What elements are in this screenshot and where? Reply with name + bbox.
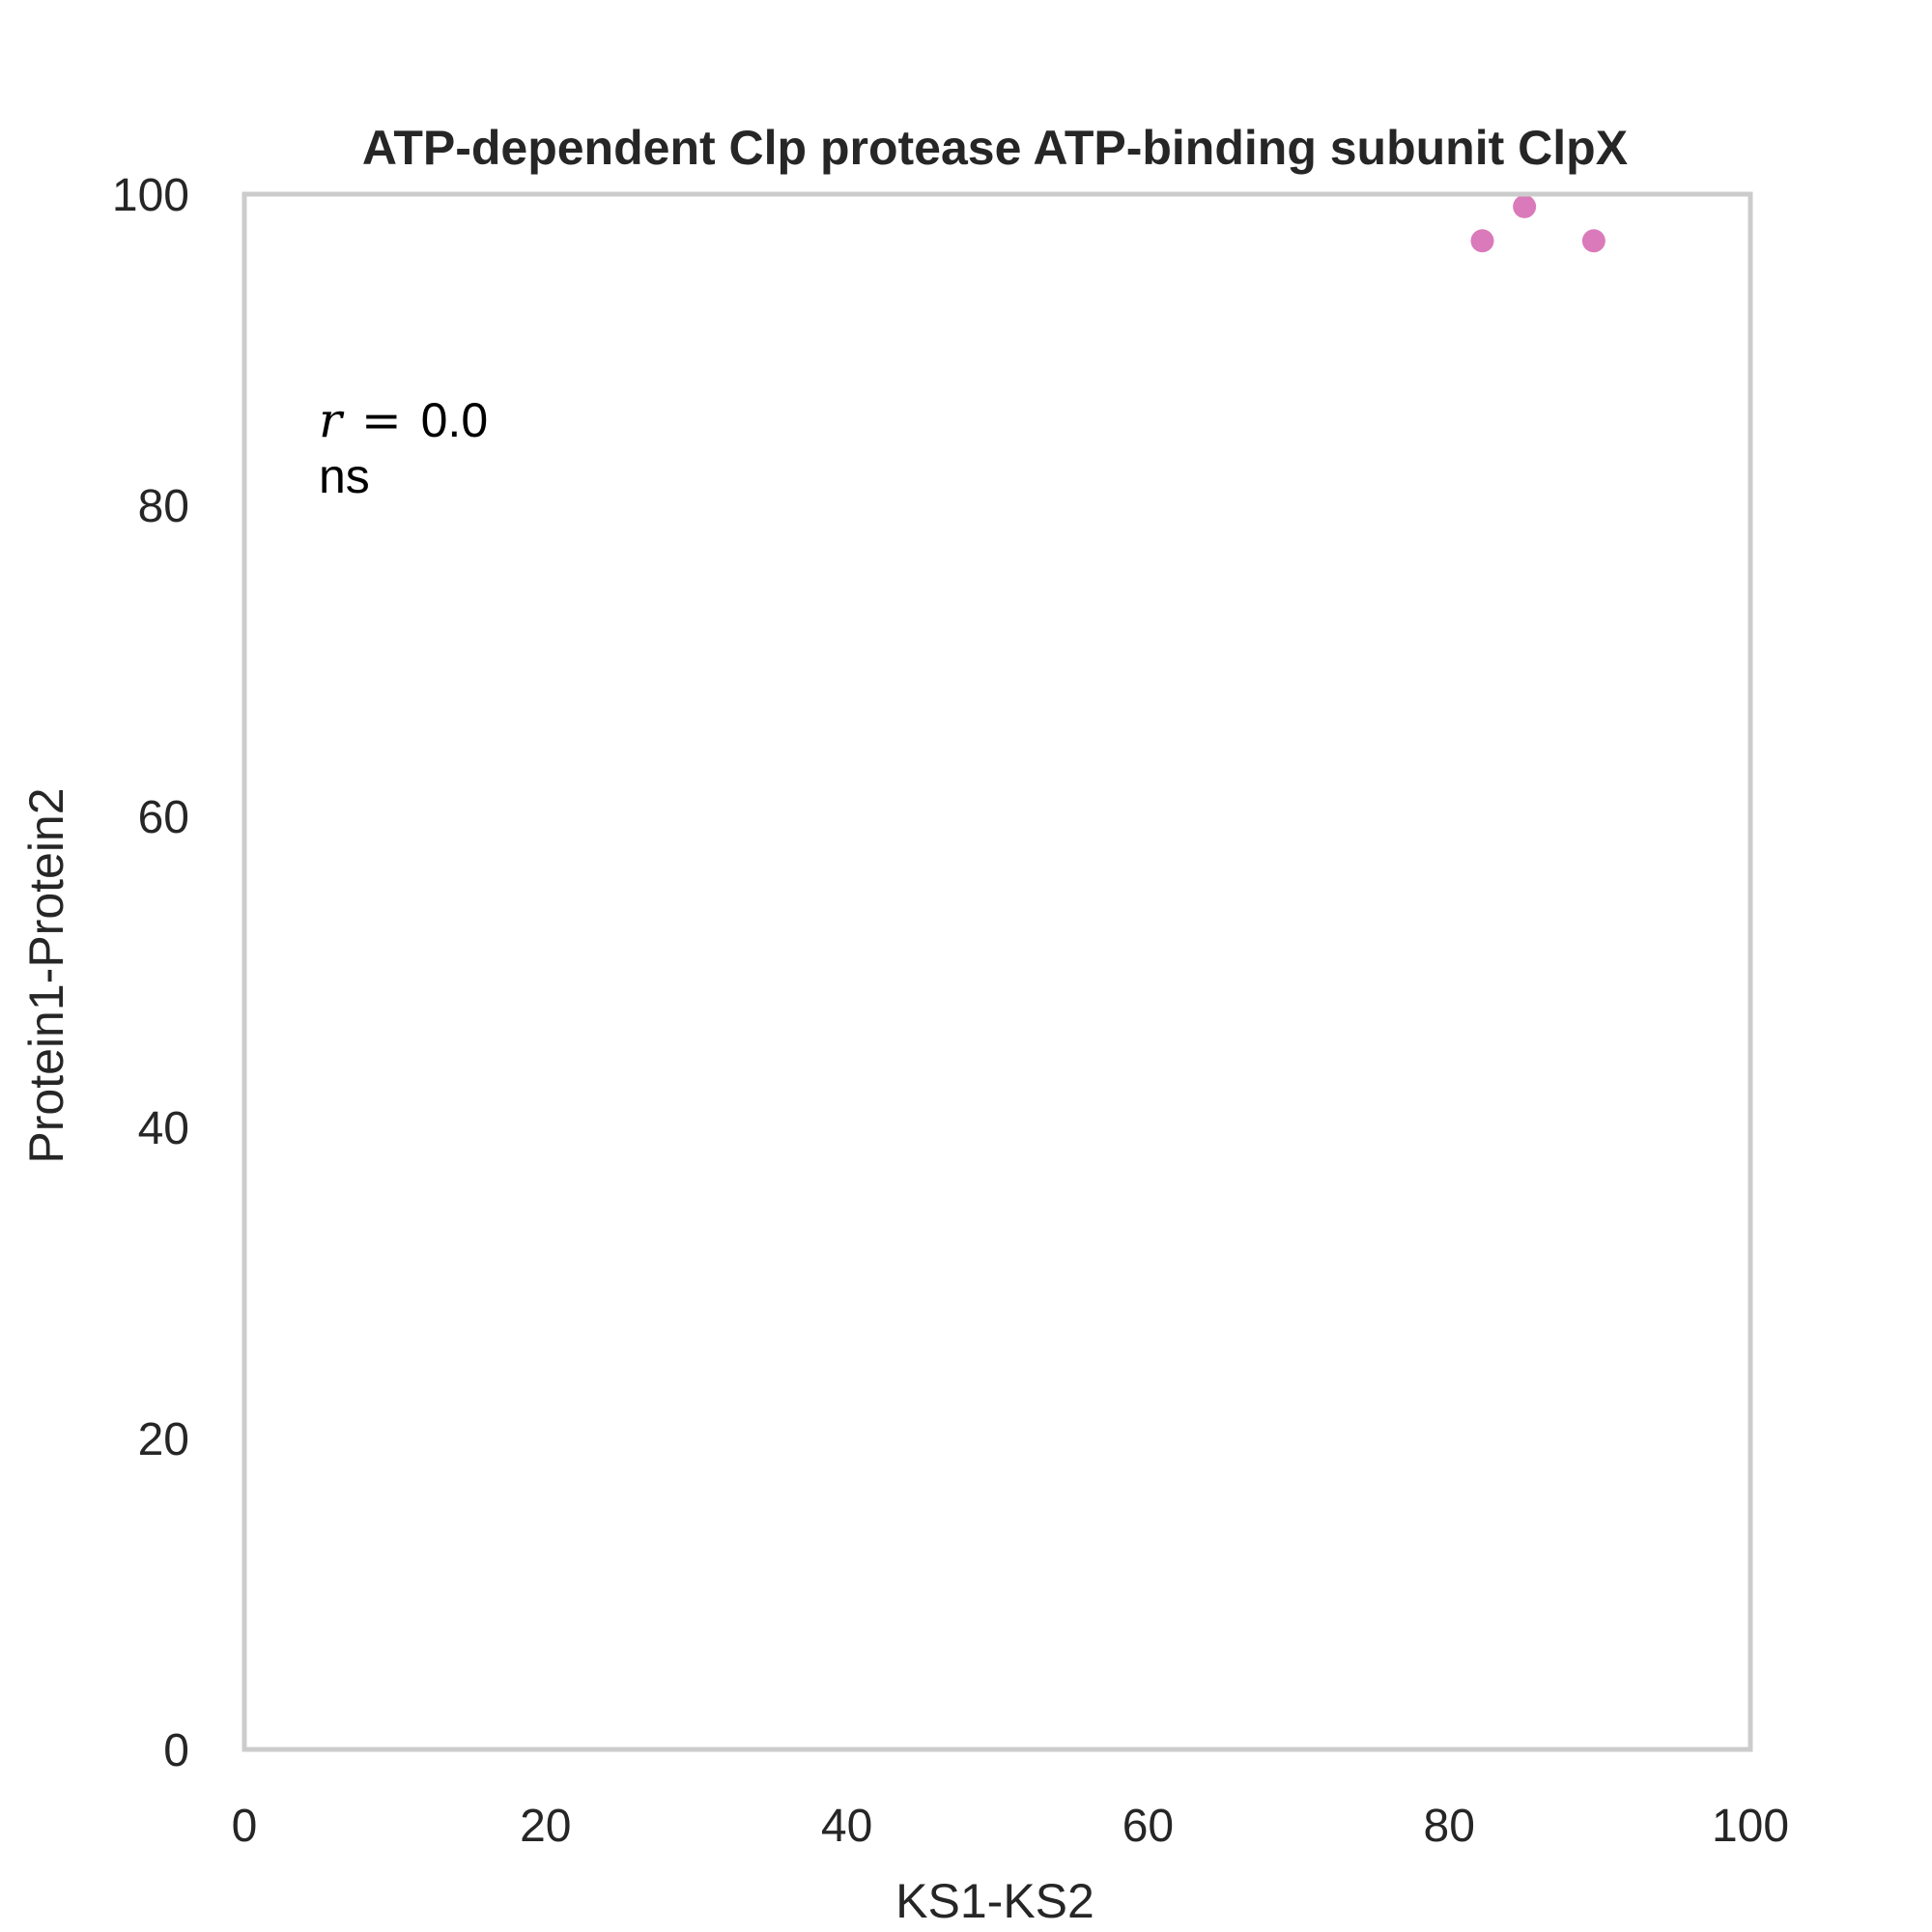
points-layer xyxy=(1470,194,1605,253)
r-symbol: r xyxy=(319,392,345,448)
data-point-2 xyxy=(1513,194,1537,218)
x-tick-label: 40 xyxy=(821,1801,872,1852)
x-tick-label: 80 xyxy=(1424,1801,1475,1852)
data-point-1 xyxy=(1470,229,1494,253)
y-axis-label: Protein1-Protein2 xyxy=(19,787,73,1163)
y-tick-label: 0 xyxy=(163,1725,189,1776)
y-tick-label: 60 xyxy=(138,792,189,843)
correlation-annotation: r = 0.0 xyxy=(319,392,488,448)
x-tick-label: 100 xyxy=(1712,1801,1789,1852)
chart-title: ATP-dependent Clp protease ATP-binding s… xyxy=(362,121,1628,175)
y-tick-label: 80 xyxy=(138,481,189,532)
y-tick-label: 40 xyxy=(138,1103,189,1154)
x-tick-label: 60 xyxy=(1122,1801,1174,1852)
significance-label: ns xyxy=(319,449,370,503)
r-equals: = xyxy=(361,392,402,448)
y-tick-label: 100 xyxy=(112,170,189,221)
x-tick-labels: 0 20 40 60 80 100 xyxy=(232,1801,1789,1852)
x-tick-label: 20 xyxy=(520,1801,571,1852)
data-point-3 xyxy=(1581,229,1605,253)
x-axis-label: KS1-KS2 xyxy=(895,1874,1094,1928)
y-tick-label: 20 xyxy=(138,1414,189,1465)
y-tick-labels: 0 20 40 60 80 100 xyxy=(112,170,189,1776)
plot-frame xyxy=(242,191,1753,1752)
x-tick-label: 0 xyxy=(232,1801,258,1852)
r-value: 0.0 xyxy=(421,393,489,447)
